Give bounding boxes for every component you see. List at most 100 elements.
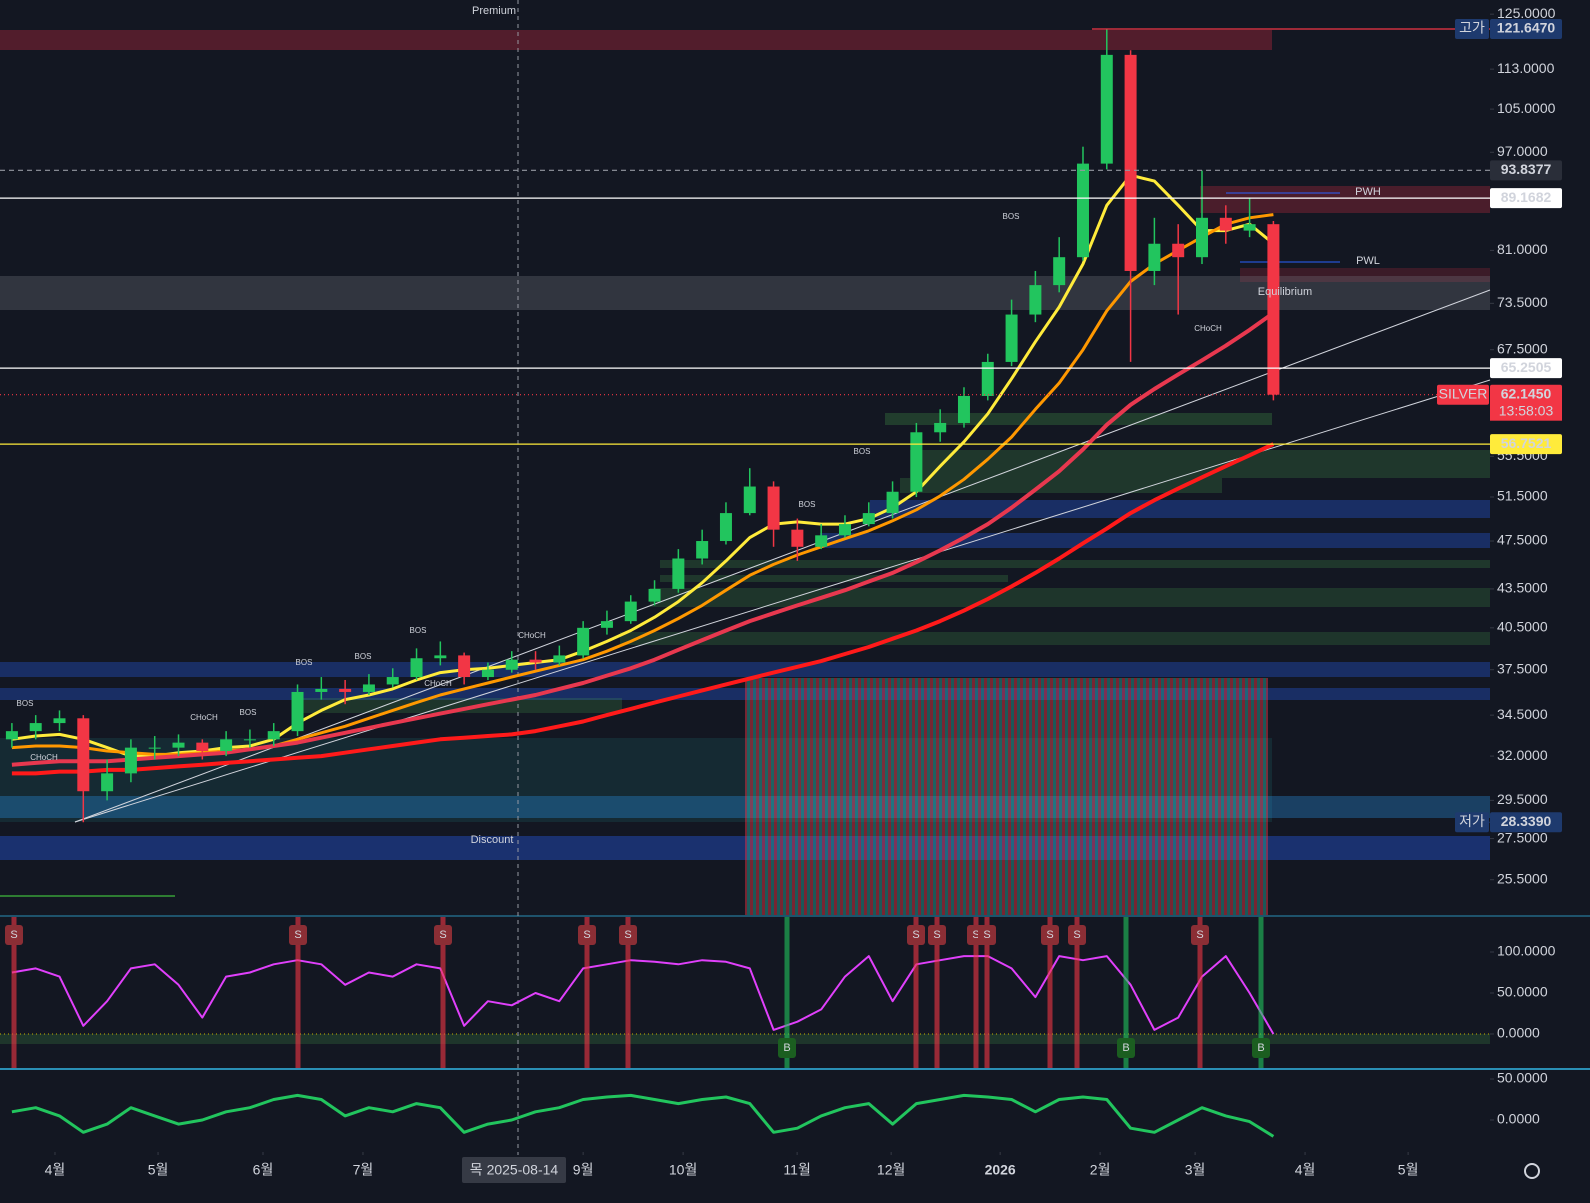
- candle-body: [743, 486, 756, 514]
- y-tick-label: 25.5000: [1497, 870, 1548, 886]
- annotation: BOS: [854, 447, 871, 456]
- momentum-line: [11, 1093, 1275, 1138]
- annotation: CHoCH: [30, 753, 58, 762]
- y-tick-label: 40.5000: [1497, 619, 1548, 635]
- candle-body: [410, 658, 423, 678]
- candle-body: [1243, 224, 1256, 231]
- signal: S: [933, 929, 940, 941]
- price-box: [1490, 160, 1562, 181]
- annotation: BOS: [355, 652, 372, 661]
- signal-box: [1041, 925, 1059, 945]
- candle-body: [1029, 285, 1042, 315]
- x-tick-label: 4월: [1295, 1162, 1316, 1178]
- zone: [300, 698, 622, 713]
- y-tick-label: 113.0000: [1497, 60, 1555, 76]
- zone: [0, 662, 1490, 677]
- candle-body: [1005, 314, 1018, 362]
- y-tick-label: 50.0000: [1497, 1070, 1548, 1086]
- candle-body: [886, 491, 899, 514]
- candle-body: [934, 422, 947, 433]
- annotation: CHoCH: [424, 679, 452, 688]
- oscillator-line: [11, 955, 1275, 1035]
- signal-box: [578, 925, 596, 945]
- signal: S: [1073, 929, 1080, 941]
- signal: S: [294, 929, 301, 941]
- price-box: [1490, 18, 1562, 39]
- candle-body: [577, 627, 590, 656]
- signal: S: [912, 929, 919, 941]
- candle-body: [862, 513, 875, 525]
- candle-body: [1172, 243, 1185, 258]
- candle-body: [5, 731, 18, 740]
- zone: [0, 276, 1490, 310]
- signal-box: [1252, 1038, 1270, 1058]
- price-tag: SILVER: [1439, 385, 1488, 401]
- zones: [0, 30, 1491, 915]
- candle-body: [148, 747, 161, 749]
- candle-body: [1124, 54, 1137, 271]
- candle-body: [267, 731, 280, 740]
- signal-box: [1117, 1038, 1135, 1058]
- zone: [870, 500, 1490, 518]
- timer: 13:58:03: [1499, 402, 1554, 418]
- y-tick-label: 0.0000: [1497, 1111, 1540, 1127]
- price-tag-box: [1455, 812, 1489, 833]
- price-label: 65.2505: [1501, 359, 1552, 375]
- price-label: 93.8377: [1501, 161, 1552, 177]
- signal: S: [1046, 929, 1053, 941]
- candle-body: [696, 541, 709, 559]
- x-tick-label: 3월: [1185, 1162, 1206, 1178]
- signal: S: [624, 929, 631, 941]
- price-label: 89.1682: [1501, 189, 1552, 205]
- settings-icon: [1524, 1163, 1540, 1179]
- y-tick-label: 105.0000: [1497, 100, 1556, 116]
- candle-body: [101, 773, 114, 792]
- annotation: CHoCH: [1194, 324, 1222, 333]
- trend-line: [74, 289, 1491, 823]
- signal-box: [1068, 925, 1086, 945]
- y-tick-label: 27.5000: [1497, 829, 1548, 845]
- y-tick-label: 73.5000: [1497, 294, 1548, 310]
- candle-body: [1100, 54, 1113, 164]
- signal-box: [907, 925, 925, 945]
- candle-body: [672, 558, 685, 589]
- signal-box: [1191, 925, 1209, 945]
- candle-body: [553, 655, 566, 663]
- crosshair-label: 목 2025-08-14: [470, 1162, 559, 1178]
- y-tick-label: 34.5000: [1497, 706, 1548, 722]
- candle-body: [1195, 217, 1208, 258]
- price-box: [1490, 188, 1562, 209]
- candle-body: [1053, 257, 1066, 286]
- price-tag-box: [1455, 18, 1489, 39]
- signal: S: [1196, 929, 1203, 941]
- y-tick-label: 43.5000: [1497, 580, 1548, 596]
- candle-body: [719, 513, 732, 542]
- candle-body: [600, 621, 613, 628]
- candle-body: [529, 659, 542, 663]
- signal: B: [1122, 1042, 1129, 1054]
- signal: S: [983, 929, 990, 941]
- candle-body: [767, 486, 780, 530]
- candle-body: [505, 659, 518, 670]
- zone: [910, 450, 1490, 478]
- annotation: BOS: [799, 500, 816, 509]
- price-box: [1490, 358, 1562, 379]
- candle-body: [1267, 224, 1280, 395]
- y-tick-label: 50.0000: [1497, 984, 1548, 1000]
- zone: [650, 588, 1490, 607]
- candle-body: [1219, 217, 1232, 231]
- y-tick-label: 47.5000: [1497, 532, 1548, 548]
- signal-box: [289, 925, 307, 945]
- price-label: 62.1450: [1501, 385, 1552, 401]
- candle-body: [838, 524, 851, 536]
- signal-box: [778, 1038, 796, 1058]
- x-tick-label: 11월: [783, 1162, 810, 1178]
- candle-body: [815, 535, 828, 547]
- x-tick-label: 4월: [45, 1162, 66, 1178]
- zone: [1240, 268, 1490, 282]
- x-tick-label: 10월: [669, 1162, 697, 1178]
- moving-average: [11, 311, 1275, 767]
